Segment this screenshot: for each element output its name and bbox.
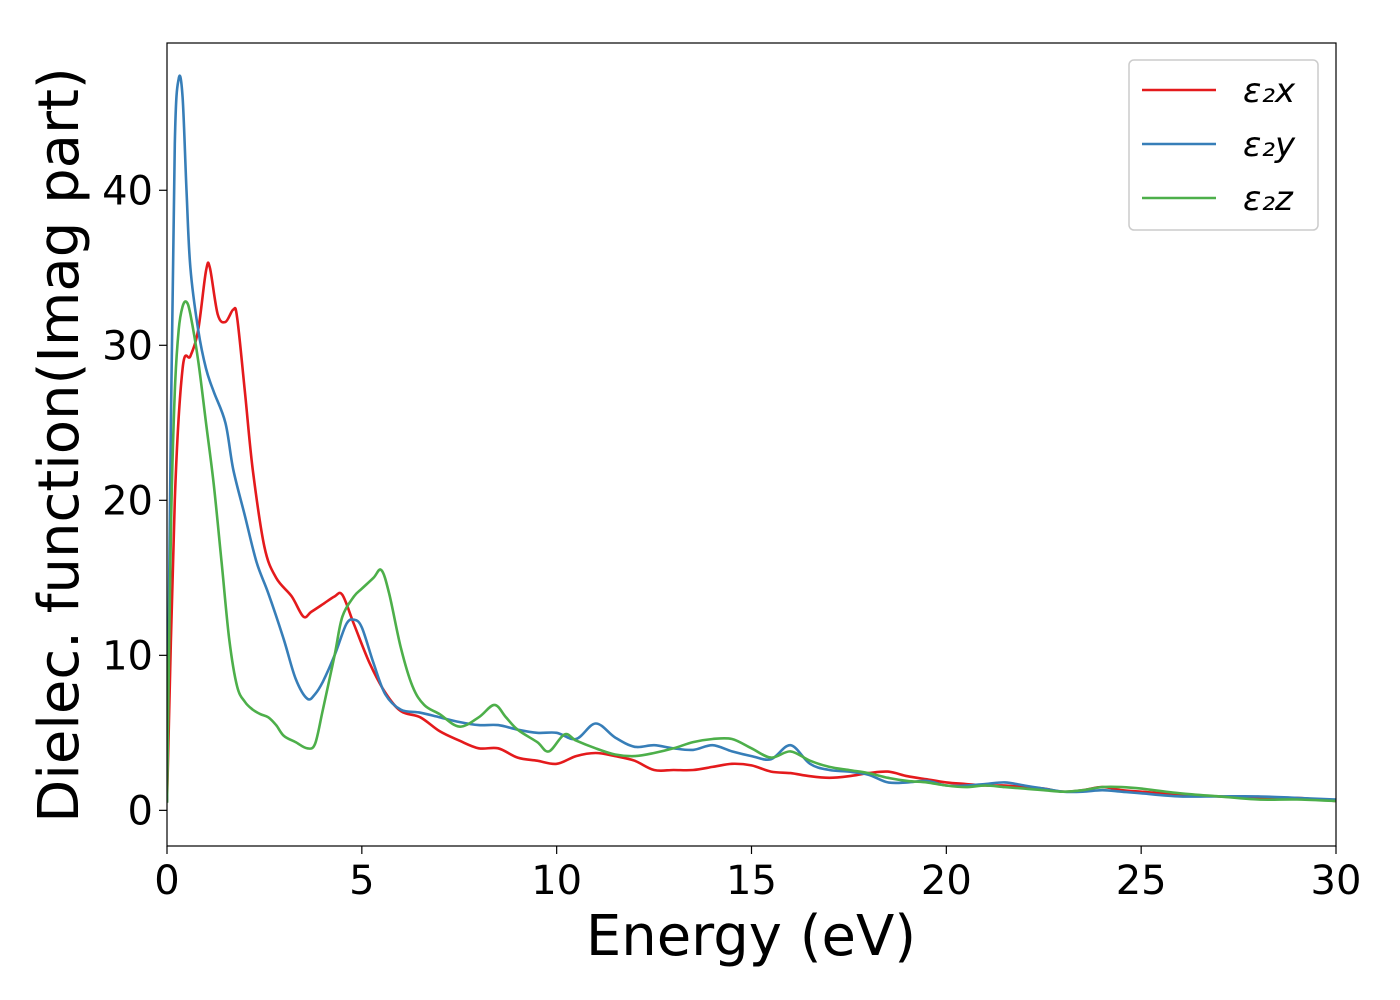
series-line-3 — [167, 300, 1336, 803]
series-line-1 — [167, 261, 1336, 803]
x-tick-label: 0 — [154, 858, 179, 904]
x-axis: 0 5 10 15 20 25 30 — [154, 846, 1361, 904]
x-tick-label: 15 — [726, 858, 777, 904]
y-tick-label: 10 — [102, 633, 153, 679]
x-tick-label: 20 — [921, 858, 972, 904]
y-tick-label: 20 — [102, 478, 153, 524]
legend-box — [1128, 59, 1319, 231]
legend-label-2: ε₂y — [1243, 125, 1296, 165]
x-tick-label: 25 — [1116, 858, 1167, 904]
series-line-2 — [167, 74, 1336, 803]
y-axis-title: Dielec. function(Imag part) — [27, 67, 92, 823]
x-tick-label: 30 — [1311, 858, 1362, 904]
legend: ε₂x ε₂y ε₂z — [1128, 59, 1319, 231]
legend-label-3: ε₂z — [1243, 179, 1294, 219]
x-tick-label: 10 — [531, 858, 582, 904]
y-axis: 0 10 20 30 40 — [102, 168, 167, 834]
y-tick-label: 0 — [128, 788, 153, 834]
y-tick-label: 30 — [102, 323, 153, 369]
x-tick-label: 5 — [349, 858, 374, 904]
y-tick-label: 40 — [102, 168, 153, 214]
x-axis-title: Energy (eV) — [586, 904, 916, 969]
legend-label-1: ε₂x — [1243, 71, 1296, 111]
